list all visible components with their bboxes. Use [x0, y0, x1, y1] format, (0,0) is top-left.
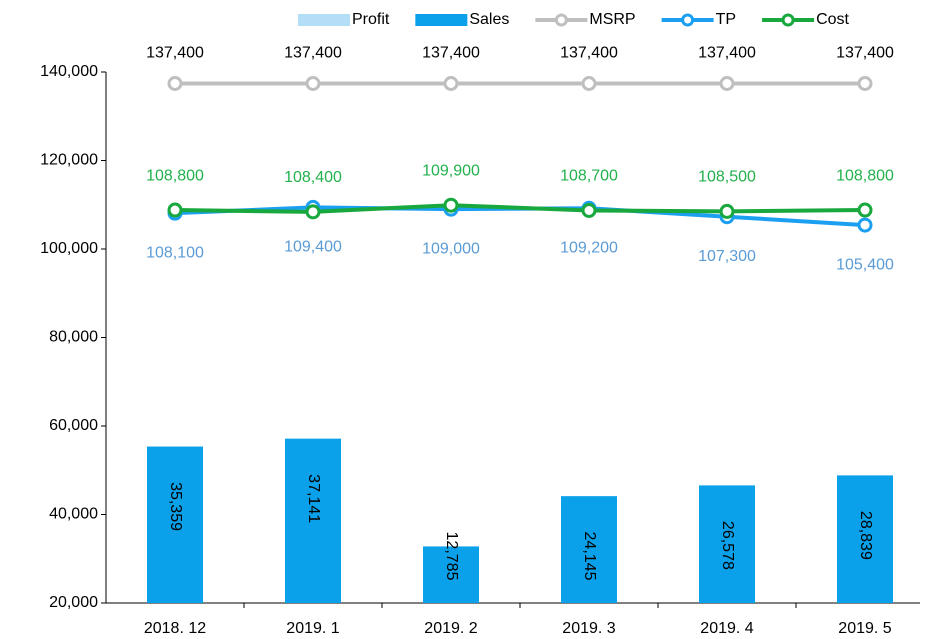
- line-label: 137,400: [836, 45, 894, 62]
- legend-marker: [781, 13, 795, 27]
- bar-label: 24,145: [581, 532, 598, 581]
- legend-label: TP: [716, 11, 736, 28]
- legend-swatch: [298, 14, 350, 26]
- y-tick-label: 140,000: [40, 63, 98, 80]
- x-tick-label: 2019. 2: [424, 620, 477, 637]
- line-marker: [443, 197, 459, 213]
- line-label: 137,400: [560, 45, 618, 62]
- bar-label: 12,785: [443, 532, 460, 581]
- y-tick-label: 20,000: [49, 594, 98, 611]
- x-tick-label: 2019. 3: [562, 620, 615, 637]
- bar: [423, 546, 479, 603]
- line-label: 105,400: [836, 256, 894, 273]
- line-marker: [857, 202, 873, 218]
- x-tick-label: 2019. 4: [700, 620, 753, 637]
- line-label: 108,700: [560, 168, 618, 185]
- legend-marker: [681, 13, 695, 27]
- line-label: 137,400: [284, 45, 342, 62]
- bar: [147, 446, 203, 603]
- y-tick-label: 80,000: [49, 329, 98, 346]
- legend-label: Profit: [352, 11, 390, 28]
- line-label: 109,400: [284, 239, 342, 256]
- bar: [837, 475, 893, 603]
- line-label: 109,900: [422, 162, 480, 179]
- line-label: 108,800: [836, 167, 894, 184]
- line-marker: [167, 202, 183, 218]
- legend-swatch: [415, 14, 468, 26]
- line-marker: [581, 203, 597, 219]
- line-marker: [305, 76, 321, 92]
- bar-label: 35,359: [167, 482, 184, 531]
- legend-label: MSRP: [589, 11, 635, 28]
- line-marker: [167, 76, 183, 92]
- legend-label: Sales: [469, 11, 509, 28]
- line-marker: [857, 76, 873, 92]
- line-label: 108,400: [284, 169, 342, 186]
- line-label: 137,400: [698, 45, 756, 62]
- bar: [699, 485, 755, 603]
- legend-label: Cost: [816, 11, 849, 28]
- x-tick-label: 2019. 5: [838, 620, 891, 637]
- y-tick-label: 100,000: [40, 240, 98, 257]
- line-label: 108,500: [698, 169, 756, 186]
- bar-label: 26,578: [719, 521, 736, 570]
- line-marker: [719, 76, 735, 92]
- line-marker: [857, 217, 873, 233]
- line-label: 109,000: [422, 240, 480, 257]
- line-label: 109,200: [560, 240, 618, 257]
- line: [174, 203, 866, 214]
- line-marker: [581, 76, 597, 92]
- y-tick-label: 120,000: [40, 152, 98, 169]
- line-marker: [719, 203, 735, 219]
- y-tick-label: 40,000: [49, 506, 98, 523]
- line-marker: [305, 204, 321, 220]
- x-tick-label: 2018. 12: [144, 620, 206, 637]
- bar-label: 28,839: [857, 511, 874, 560]
- line-label: 137,400: [422, 45, 480, 62]
- line-label: 108,800: [146, 167, 204, 184]
- y-tick-label: 60,000: [49, 417, 98, 434]
- line-label: 108,100: [146, 244, 204, 261]
- line-label: 107,300: [698, 248, 756, 265]
- bar: [285, 438, 341, 603]
- legend-marker: [554, 13, 568, 27]
- bar: [561, 496, 617, 603]
- bar-label: 37,141: [305, 474, 322, 523]
- line-label: 137,400: [146, 45, 204, 62]
- x-tick-label: 2019. 1: [286, 620, 339, 637]
- line-marker: [443, 76, 459, 92]
